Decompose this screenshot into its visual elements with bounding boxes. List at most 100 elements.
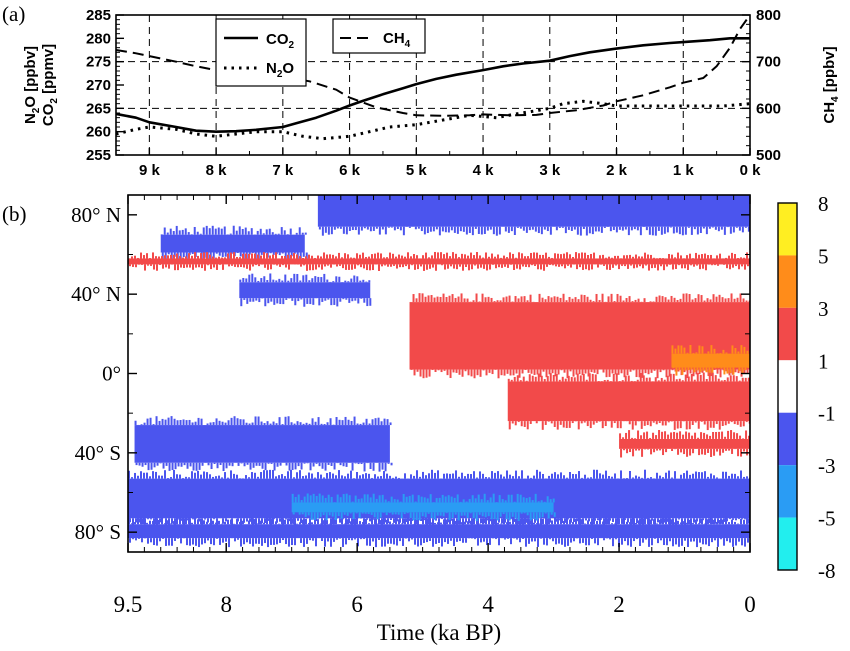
region-streak <box>510 226 513 232</box>
region-streak <box>339 298 342 302</box>
region-streak <box>425 475 427 479</box>
region-streak <box>185 256 187 259</box>
region-streak <box>630 518 632 525</box>
region-streak <box>389 422 392 426</box>
region-streak <box>206 521 208 525</box>
region-streak <box>282 298 285 305</box>
region-streak <box>369 518 371 522</box>
region-streak <box>225 518 227 522</box>
region-streak <box>165 462 168 466</box>
region-streak <box>465 264 467 267</box>
region-streak <box>224 257 226 259</box>
region-streak <box>192 538 194 545</box>
region-streak <box>451 512 454 518</box>
region-streak <box>320 523 322 525</box>
region-streak <box>369 264 371 271</box>
region-streak <box>684 264 686 269</box>
region-streak <box>140 471 142 479</box>
series-line-n2o <box>116 99 750 141</box>
region-streak <box>248 477 250 479</box>
region-streak <box>444 187 446 195</box>
region-streak <box>543 501 546 503</box>
heatmap-region <box>291 493 556 522</box>
colorbar-segment <box>778 412 797 466</box>
region-streak <box>525 498 528 503</box>
region-streak <box>480 226 483 235</box>
region-streak <box>369 462 372 469</box>
region-streak <box>687 226 690 228</box>
region-streak <box>167 417 170 426</box>
region-streak <box>627 264 629 269</box>
region-streak <box>457 512 460 521</box>
region-streak <box>134 522 136 525</box>
region-streak <box>647 254 649 259</box>
colorbar-segment <box>778 255 797 308</box>
region-streak <box>378 538 380 540</box>
region-streak <box>167 520 169 525</box>
region-streak <box>304 512 307 517</box>
region-streak <box>613 301 616 303</box>
region-streak <box>189 462 192 467</box>
region-streak <box>564 518 566 523</box>
region-streak <box>739 293 742 303</box>
region-streak <box>422 471 424 479</box>
region-streak <box>701 518 703 525</box>
region-streak <box>245 278 248 283</box>
region-streak <box>511 301 514 303</box>
region-streak <box>278 252 281 256</box>
region-streak <box>629 254 631 259</box>
region-streak <box>141 462 144 467</box>
region-streak <box>479 369 482 377</box>
region-streak <box>238 226 241 235</box>
region-streak <box>625 432 628 439</box>
region-streak <box>625 298 628 303</box>
region-streak <box>428 369 431 377</box>
region-streak <box>717 518 719 524</box>
region-streak <box>612 373 615 382</box>
region-streak <box>135 264 137 268</box>
region-streak <box>587 255 589 259</box>
region-streak <box>659 475 661 479</box>
region-streak <box>716 369 719 374</box>
region-streak <box>266 517 268 525</box>
region-streak <box>671 477 673 479</box>
region-streak <box>699 188 701 195</box>
region-streak <box>218 520 220 525</box>
region-streak <box>475 293 478 303</box>
region-streak <box>646 431 649 439</box>
region-streak <box>167 478 169 479</box>
region-streak <box>170 254 172 259</box>
region-streak <box>722 471 724 479</box>
region-streak <box>576 373 579 382</box>
region-streak <box>384 462 387 472</box>
region-streak <box>458 257 460 259</box>
region-streak <box>443 473 445 479</box>
region-streak <box>731 345 734 354</box>
region-streak <box>135 462 138 466</box>
region-streak <box>208 228 211 235</box>
region-streak <box>290 422 293 426</box>
region-streak <box>241 228 244 235</box>
region-streak <box>357 538 359 547</box>
region-streak <box>705 518 707 527</box>
region-streak <box>161 517 163 525</box>
region-streak <box>303 298 306 307</box>
region-streak <box>608 515 610 525</box>
region-streak <box>723 379 726 382</box>
region-streak <box>692 473 694 479</box>
region-streak <box>344 280 347 283</box>
region-streak <box>507 378 510 382</box>
region-streak <box>732 518 734 520</box>
region-streak <box>652 301 655 303</box>
region-streak <box>544 512 547 514</box>
region-streak <box>728 475 730 479</box>
region-streak <box>392 477 394 479</box>
region-streak <box>734 253 736 259</box>
region-streak <box>504 500 507 503</box>
region-streak <box>568 421 571 428</box>
region-streak <box>684 226 687 235</box>
region-streak <box>421 293 424 303</box>
region-streak <box>304 232 307 235</box>
region-streak <box>675 264 677 269</box>
region-streak <box>318 189 320 195</box>
